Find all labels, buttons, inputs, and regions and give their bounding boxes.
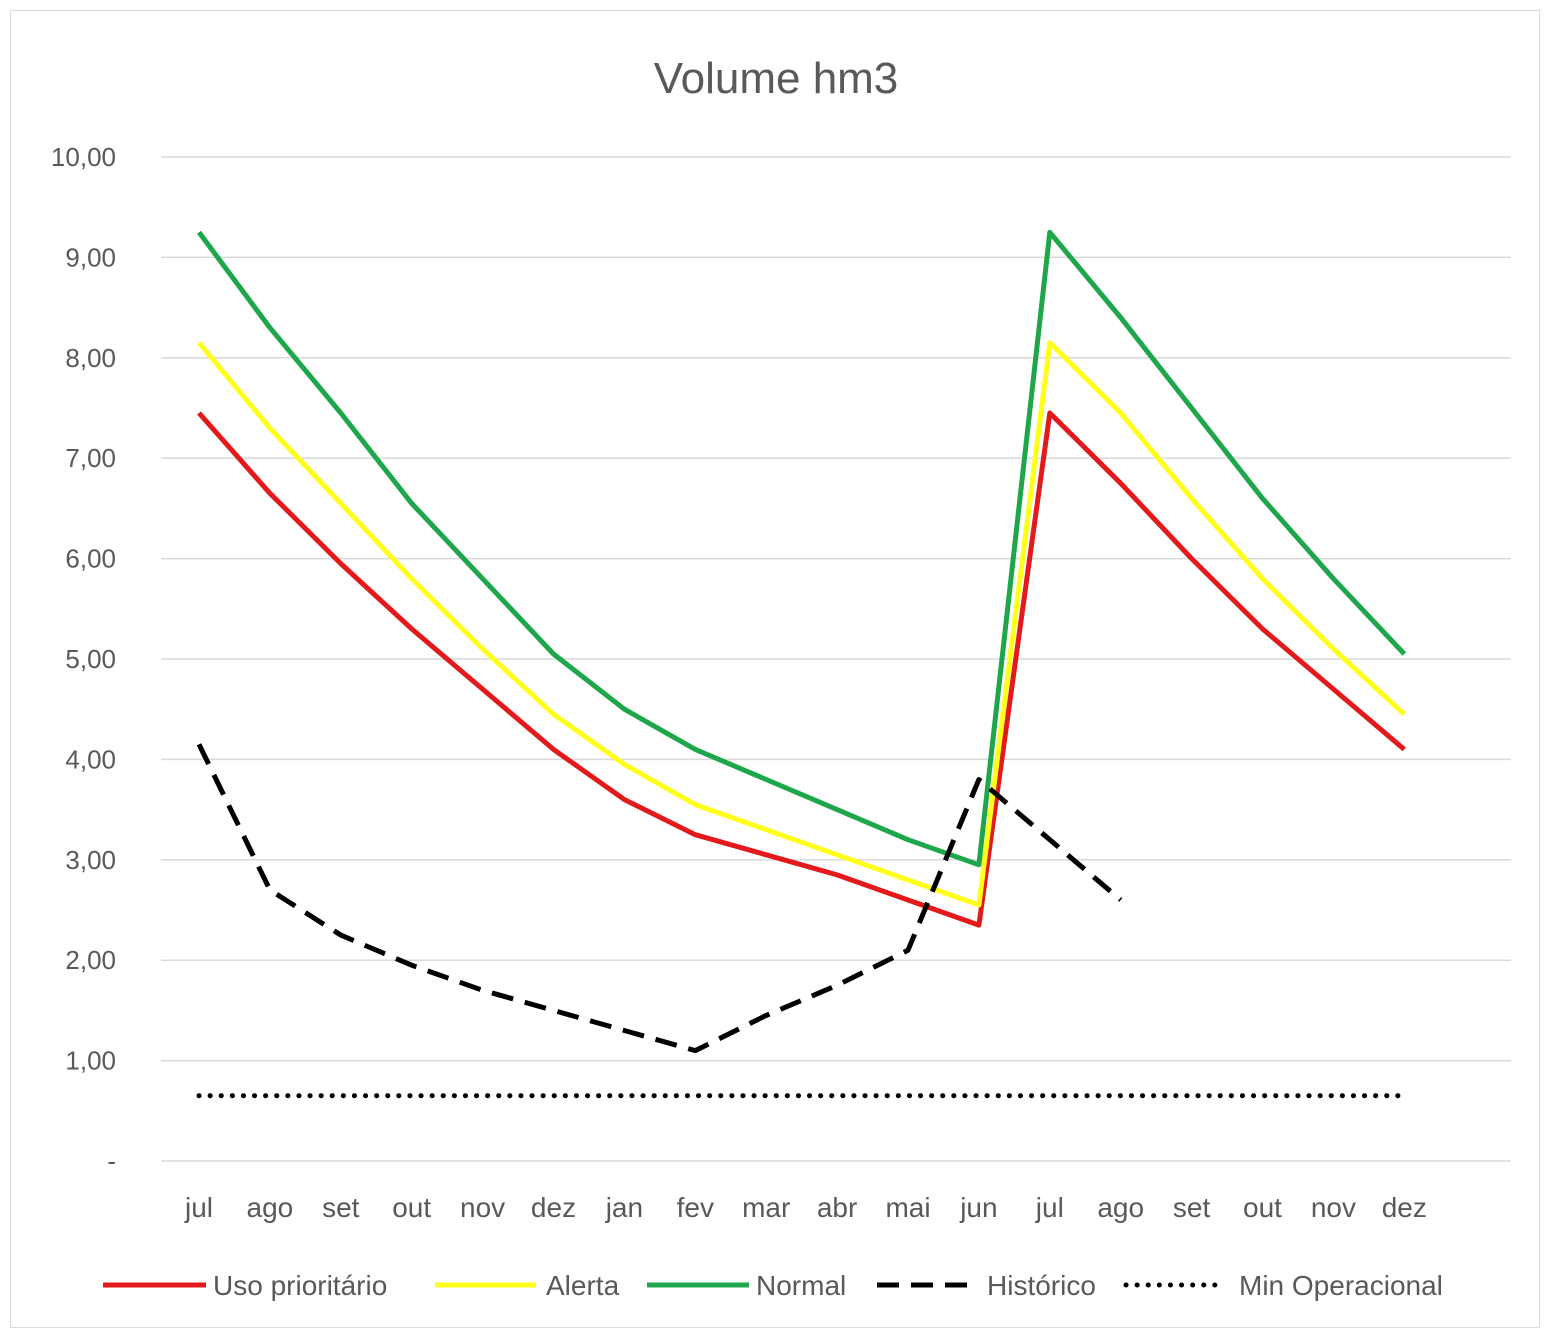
y-tick-label: 8,00 [65, 343, 116, 373]
y-tick-label: 10,00 [51, 142, 116, 172]
x-tick-label: ago [247, 1192, 294, 1223]
chart-title: Volume hm3 [654, 54, 899, 103]
legend-label: Alerta [546, 1270, 620, 1301]
y-tick-label: 6,00 [65, 544, 116, 574]
y-tick-label: 2,00 [65, 945, 116, 975]
y-axis-ticks: - 1,00 2,00 3,00 4,00 5,00 6,00 7,00 8,00 9,00 10,… [51, 142, 116, 1176]
x-tick-label: jan [605, 1192, 643, 1223]
x-tick-label: dez [531, 1192, 576, 1223]
x-tick-label: jul [1035, 1192, 1064, 1223]
legend-label: Histórico [987, 1270, 1096, 1301]
x-tick-label: nov [1311, 1192, 1356, 1223]
legend-label: Normal [756, 1270, 846, 1301]
legend: Uso prioritário Alerta Normal Histórico Min … [103, 1270, 1443, 1301]
x-tick-label: out [392, 1192, 431, 1223]
x-tick-label: mai [885, 1192, 930, 1223]
series-line-alerta [197, 340, 1406, 908]
x-tick-label: dez [1382, 1192, 1427, 1223]
series-line-normal [196, 229, 1407, 868]
y-tick-label: 3,00 [65, 845, 116, 875]
gridlines [161, 156, 1511, 1162]
x-tick-label: fev [677, 1192, 714, 1223]
x-tick-label: jun [959, 1192, 997, 1223]
y-tick-label: 5,00 [65, 644, 116, 674]
y-tick-label: 9,00 [65, 242, 116, 272]
x-tick-label: jul [184, 1192, 213, 1223]
y-tick-label: 4,00 [65, 744, 116, 774]
x-tick-label: ago [1097, 1192, 1144, 1223]
chart-area: Volume hm3 - 1,00 2,00 3,00 4,00 5,00 6,00 7,00… [10, 10, 1540, 1328]
series-line-uso-priorit-rio [197, 410, 1406, 928]
series-lines [196, 229, 1407, 1099]
legend-label: Uso prioritário [213, 1270, 387, 1301]
x-tick-label: set [1173, 1192, 1211, 1223]
y-tick-label: 1,00 [65, 1046, 116, 1076]
x-axis-ticks: jul ago set out nov dez jan fev mar abr mai jun jul a… [184, 1192, 1427, 1223]
x-tick-label: out [1243, 1192, 1282, 1223]
x-tick-label: set [322, 1192, 360, 1223]
series-line-hist-rico [196, 743, 1123, 1054]
legend-label: Min Operacional [1239, 1270, 1443, 1301]
line-chart: Volume hm3 - 1,00 2,00 3,00 4,00 5,00 6,00 7,00… [51, 54, 1511, 1301]
x-tick-label: abr [817, 1192, 857, 1223]
x-tick-label: mar [742, 1192, 790, 1223]
y-tick-label: - [107, 1146, 116, 1176]
x-tick-label: nov [460, 1192, 505, 1223]
y-tick-label: 7,00 [65, 443, 116, 473]
